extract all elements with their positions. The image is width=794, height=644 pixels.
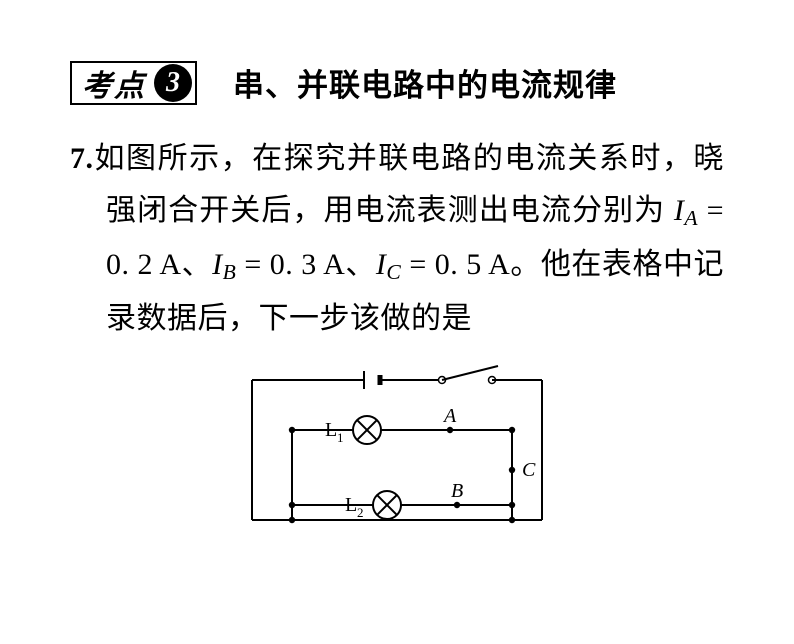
badge-label: 考点 [72, 61, 154, 105]
eq3: = [401, 248, 434, 281]
svg-text:1: 1 [337, 430, 344, 445]
eq2: = [236, 248, 269, 281]
heading-row: 考点 3 串、并联电路中的电流规律 [70, 60, 724, 105]
question-number: 7. [70, 142, 94, 175]
section-title: 串、并联电路中的电流规律 [233, 60, 617, 105]
svg-text:L: L [345, 494, 357, 516]
circuit-diagram: L1L2ABC [232, 350, 562, 540]
svg-text:C: C [522, 459, 536, 481]
question-block: 7.如图所示，在探究并联电路的电流关系时，晓强闭合开关后，用电流表测出电流分别为… [70, 133, 724, 344]
IB-sub: B [223, 260, 237, 284]
IA-symbol: I [674, 194, 685, 227]
svg-text:B: B [451, 480, 463, 502]
q-text-1: 如图所示，在探究并联电路的电流关系时，晓强闭合开关后，用电流表测出电流分别为 [94, 142, 725, 227]
badge-number: 3 [154, 64, 192, 102]
eq1: = [698, 194, 724, 227]
IC-symbol: I [376, 248, 387, 281]
IA-sub: A [684, 206, 698, 230]
IC-val: 0. 5 A。 [435, 248, 541, 281]
IB-symbol: I [212, 248, 223, 281]
IB-val: 0. 3 A、 [270, 248, 376, 281]
svg-text:L: L [325, 419, 337, 441]
svg-text:2: 2 [357, 505, 364, 520]
topic-badge: 考点 3 [70, 61, 197, 105]
question-text: 7.如图所示，在探究并联电路的电流关系时，晓强闭合开关后，用电流表测出电流分别为… [70, 133, 724, 344]
IA-val: 0. 2 A、 [106, 248, 212, 281]
IC-sub: C [386, 260, 401, 284]
svg-text:A: A [442, 405, 457, 427]
diagram-container: L1L2ABC [70, 350, 724, 545]
